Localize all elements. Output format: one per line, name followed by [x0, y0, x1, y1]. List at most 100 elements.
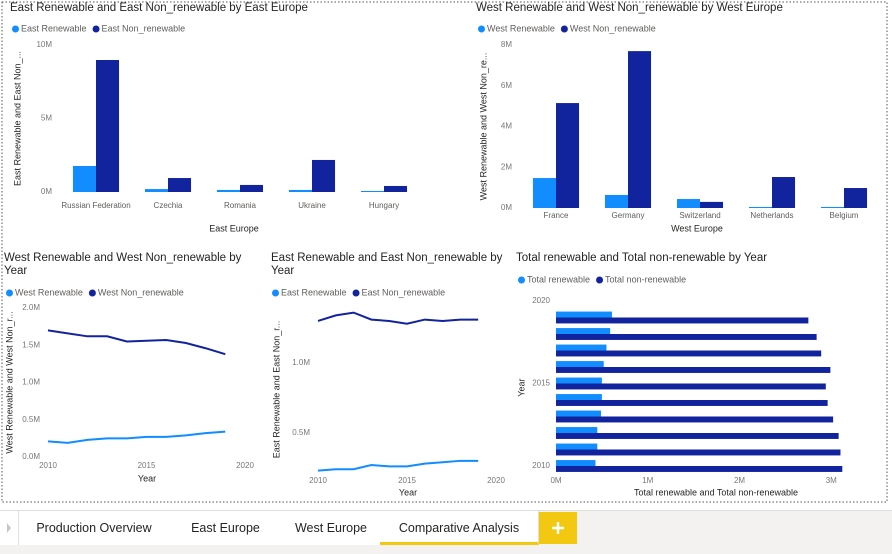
legend-label: West Renewable — [15, 287, 83, 297]
y-axis-title: East Renewable and East Non_r... — [271, 321, 281, 459]
bar — [360, 190, 384, 192]
bar — [556, 311, 612, 318]
bar — [288, 189, 312, 192]
bar — [844, 188, 868, 208]
x-tick-label: Belgium — [829, 211, 859, 220]
bar — [604, 194, 628, 208]
y-tick-label: 0M — [501, 203, 512, 212]
bar — [556, 449, 841, 456]
bar — [556, 433, 839, 439]
x-tick-label: 2015 — [398, 476, 416, 485]
legend-label: West Non_renewable — [98, 287, 184, 297]
x-tick-label-box: Switzerland — [679, 211, 720, 220]
bar — [556, 361, 604, 367]
chart-title: West Renewable and West Non_renewable by… — [4, 252, 242, 277]
legend-swatch — [6, 289, 13, 297]
y-tick-label: 0M — [41, 187, 52, 196]
x-tick-label: 2010 — [309, 476, 327, 485]
bar — [556, 460, 596, 466]
bar — [748, 206, 772, 208]
line — [47, 430, 226, 444]
bar — [556, 344, 607, 351]
x-tick-label: 2020 — [236, 461, 254, 470]
y-axis-title: West Renewable and West Non_r... — [4, 311, 14, 453]
bar — [96, 59, 120, 192]
x-tick-label: 3M — [826, 476, 837, 485]
line — [317, 311, 479, 325]
add-page-button[interactable] — [539, 512, 577, 544]
legend-label: East Non_renewable — [102, 23, 186, 33]
y-axis-title: Year — [516, 379, 526, 397]
report-canvas: East Renewable and East Non_renewable by… — [1, 1, 888, 503]
x-tick-label: Netherlands — [750, 211, 794, 220]
x-tick-label-box: Ukraine — [298, 201, 326, 210]
y-tick-label: 0.5M — [22, 415, 40, 424]
chart-title-box: Total renewable and Total non-renewable … — [516, 252, 767, 264]
chart-title: East Renewable and East Non_renewable by… — [271, 252, 503, 277]
bar — [556, 317, 809, 324]
x-tick-label-box: Germany — [611, 211, 645, 220]
legend-label: Total renewable — [527, 274, 590, 284]
bar — [556, 350, 822, 357]
legend-label: East Renewable — [21, 23, 87, 33]
x-tick-label-box: Hungary — [369, 201, 399, 210]
legend-swatch — [352, 289, 360, 297]
chart-title: East Renewable and East Non_renewable by… — [10, 2, 308, 14]
legend-label: East Non_renewable — [362, 287, 446, 297]
legend-label: West Renewable — [487, 23, 555, 33]
x-tick-label: 0M — [550, 476, 561, 485]
x-tick-label: 2020 — [487, 476, 505, 485]
x-tick-label: 2010 — [39, 461, 57, 470]
legend-label: Total non-renewable — [605, 274, 686, 284]
y-tick-label: 10M — [36, 40, 52, 49]
y-tick-label: 6M — [501, 81, 512, 90]
x-tick-label-box: Czechia — [154, 201, 183, 210]
page-tab[interactable]: Comparative Analysis — [380, 511, 539, 545]
y-tick-label: 2M — [501, 162, 512, 171]
bar — [556, 334, 817, 340]
bar — [240, 184, 264, 192]
y-tick-label: 1.5M — [22, 340, 40, 349]
chart-title: West Renewable and West Non_renewable by… — [476, 2, 783, 14]
y-tick-label: 4M — [501, 122, 512, 131]
y-axis-title: East Renewable and East Non_... — [12, 51, 22, 186]
y-tick-label: 1.0M — [292, 358, 310, 367]
x-axis-title: Total renewable and Total non-renewable — [634, 487, 798, 497]
legend-swatch — [92, 25, 100, 33]
legend-label: East Renewable — [281, 287, 347, 297]
legend-swatch — [272, 289, 279, 297]
bar — [168, 178, 192, 192]
tab-scroll[interactable] — [0, 511, 19, 545]
x-tick-label: Romania — [223, 201, 256, 210]
x-tick-label: France — [543, 211, 569, 220]
line — [47, 329, 226, 356]
page-tab[interactable]: Production Overview — [19, 511, 170, 545]
x-axis-title: Year — [399, 487, 417, 497]
legend-swatch — [560, 25, 568, 33]
chart-title-box: East Renewable and East Non_renewable by… — [10, 2, 308, 14]
bar — [556, 466, 843, 472]
legend-label: West Non_renewable — [570, 23, 656, 33]
page-tab[interactable]: West Europe — [282, 511, 381, 545]
tab-bar: Production Overview East Europe West Europ… — [0, 510, 892, 554]
bar — [144, 189, 168, 192]
y-axis-title: West Renewable and West Non_re... — [478, 53, 488, 201]
page-tab[interactable]: East Europe — [169, 511, 283, 545]
x-tick-label-box: Belgium — [829, 211, 859, 220]
chart-title-box: East Renewable and East Non_renewable by… — [271, 252, 503, 277]
x-tick-label: 2015 — [138, 461, 156, 470]
legend-swatch — [518, 276, 525, 284]
legend-swatch — [596, 276, 604, 284]
bar — [556, 367, 831, 373]
y-tick-label: 0.5M — [292, 428, 310, 437]
bar — [556, 427, 598, 433]
x-tick-label: Ukraine — [298, 201, 326, 210]
bar — [556, 394, 602, 400]
y-tick-label: 2020 — [532, 296, 550, 305]
y-tick-label: 2015 — [532, 379, 550, 388]
y-tick-label: 5M — [41, 114, 52, 123]
x-axis-title: East Europe — [209, 223, 259, 233]
x-tick-label: Germany — [611, 211, 645, 220]
y-tick-label: 1.0M — [22, 378, 40, 387]
